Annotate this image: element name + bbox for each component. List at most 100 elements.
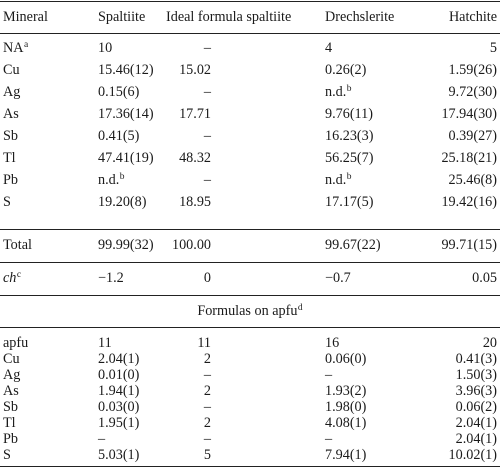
header-drechslerite: Drechslerite	[325, 9, 395, 25]
top-rule	[0, 1, 500, 3]
row-label: Tl	[3, 150, 16, 166]
ideal-value: –	[203, 84, 211, 100]
footnote-mark: a	[24, 40, 29, 50]
row-label: Pb	[3, 172, 18, 188]
ideal-value: 0	[203, 270, 211, 286]
section-title: Formulas on apfu	[197, 303, 298, 319]
drechslerite-value: 1.98(0)	[325, 399, 367, 415]
spaltiite-value: 0.03(0)	[98, 399, 140, 415]
drechslerite-value: –	[325, 367, 333, 383]
spaltiite-value: 0.15(6)	[98, 84, 140, 100]
drechslerite-value: 16	[325, 335, 340, 351]
hatchite-value: 3.96(3)	[455, 383, 497, 399]
footnote-mark: b	[346, 84, 352, 94]
row-label: As	[3, 106, 19, 122]
drechslerite-value: 4.08(1)	[325, 415, 367, 431]
row-label: Ag	[3, 84, 21, 100]
ideal-value: –	[203, 128, 211, 144]
footnote-mark: c	[16, 270, 22, 280]
header-hatchite: Hatchite	[448, 9, 497, 25]
hatchite-value: 17.94(30)	[441, 106, 497, 122]
hatchite-value: 9.72(30)	[448, 84, 497, 100]
row-label: Total	[3, 237, 32, 253]
spaltiite-value: 47.41(19)	[98, 150, 154, 166]
row-label: NA	[3, 40, 24, 56]
ideal-value: –	[203, 431, 211, 447]
header-ideal-formula: Ideal formula spaltiite	[166, 9, 292, 25]
header-row: Mineral Spaltiite Ideal formula spaltiit…	[0, 6, 500, 28]
table-row: Pb – – – 2.04(1)	[0, 428, 500, 450]
ideal-value: 48.32	[179, 150, 211, 166]
ideal-value: –	[203, 172, 211, 188]
row-label: Ag	[3, 367, 21, 383]
row-label: Sb	[3, 128, 18, 144]
hatchite-value: 2.04(1)	[455, 415, 497, 431]
hatchite-value: 0.41(3)	[455, 351, 497, 367]
drechslerite-value: −0.7	[325, 270, 351, 286]
row-label: Cu	[3, 62, 20, 78]
total-rule	[0, 229, 500, 230]
spaltiite-value: 10	[98, 40, 113, 56]
ideal-value: 18.95	[179, 194, 211, 210]
drechslerite-value: 4	[325, 40, 333, 56]
spaltiite-value: 1.94(1)	[98, 383, 140, 399]
row-label: Cu	[3, 351, 20, 367]
drechslerite-value: 7.94(1)	[325, 447, 367, 463]
formulas-section-heading: Formulas on apfud	[0, 300, 500, 322]
section-rule	[0, 295, 500, 296]
drechslerite-value: 0.26(2)	[325, 62, 367, 78]
spaltiite-value: −1.2	[98, 270, 124, 286]
table-row: Cu 2.04(1) 2 0.06(0) 0.41(3)	[0, 348, 500, 370]
hatchite-value: 20	[482, 335, 497, 351]
ch-rule	[0, 262, 500, 263]
drechslerite-value: n.d.	[325, 84, 347, 100]
ideal-value: 5	[203, 447, 211, 463]
hatchite-value: 25.46(8)	[448, 172, 497, 188]
drechslerite-value: –	[325, 431, 333, 447]
spaltiite-value: 15.46(12)	[98, 62, 154, 78]
header-spaltiite: Spaltiite	[98, 9, 146, 25]
drechslerite-value: 99.67(22)	[325, 237, 381, 253]
table-row: S 19.20(8) 18.95 17.17(5) 19.42(16)	[0, 191, 500, 213]
ideal-value: 2	[203, 415, 211, 431]
ideal-value: 2	[203, 351, 211, 367]
ch-row: chc −1.2 0 −0.7 0.05	[0, 267, 500, 289]
ideal-value: 100.00	[171, 237, 211, 253]
drechslerite-value: 0.06(0)	[325, 351, 367, 367]
footnote-mark: b	[346, 172, 352, 182]
table-row: Sb 0.41(5) – 16.23(3) 0.39(27)	[0, 125, 500, 147]
hatchite-value: 1.50(3)	[455, 367, 497, 383]
row-label: S	[3, 194, 11, 210]
table-row: Tl 1.95(1) 2 4.08(1) 2.04(1)	[0, 412, 500, 434]
hatchite-value: 19.42(16)	[441, 194, 497, 210]
spaltiite-value: 11	[98, 335, 112, 351]
row-label: Tl	[3, 415, 16, 431]
hatchite-value: 0.06(2)	[455, 399, 497, 415]
header-mineral: Mineral	[3, 9, 48, 25]
table-row: S 5.03(1) 5 7.94(1) 10.02(1)	[0, 444, 500, 466]
row-label: As	[3, 383, 19, 399]
table-row: As 17.36(14) 17.71 9.76(11) 17.94(30)	[0, 103, 500, 125]
drechslerite-value: 1.93(2)	[325, 383, 367, 399]
row-label: apfu	[3, 335, 29, 351]
ideal-value: 15.02	[179, 62, 211, 78]
drechslerite-value: 56.25(7)	[325, 150, 374, 166]
row-label: Pb	[3, 431, 18, 447]
header-rule	[0, 33, 500, 34]
spaltiite-value: 17.36(14)	[98, 106, 154, 122]
spaltiite-value: 2.04(1)	[98, 351, 140, 367]
footnote-mark: d	[297, 303, 303, 313]
drechslerite-value: 9.76(11)	[325, 106, 373, 122]
apfu-rule	[0, 327, 500, 328]
total-row: Total 99.99(32) 100.00 99.67(22) 99.71(1…	[0, 234, 500, 256]
ideal-value: 17.71	[179, 106, 211, 122]
hatchite-value: 5	[489, 40, 497, 56]
drechslerite-value: 17.17(5)	[325, 194, 374, 210]
hatchite-value: 99.71(15)	[441, 237, 497, 253]
hatchite-value: 0.05	[472, 270, 497, 286]
ideal-value: –	[203, 40, 211, 56]
hatchite-value: 0.39(27)	[448, 128, 497, 144]
hatchite-value: 2.04(1)	[455, 431, 497, 447]
row-label: S	[3, 447, 11, 463]
hatchite-value: 1.59(26)	[448, 62, 497, 78]
